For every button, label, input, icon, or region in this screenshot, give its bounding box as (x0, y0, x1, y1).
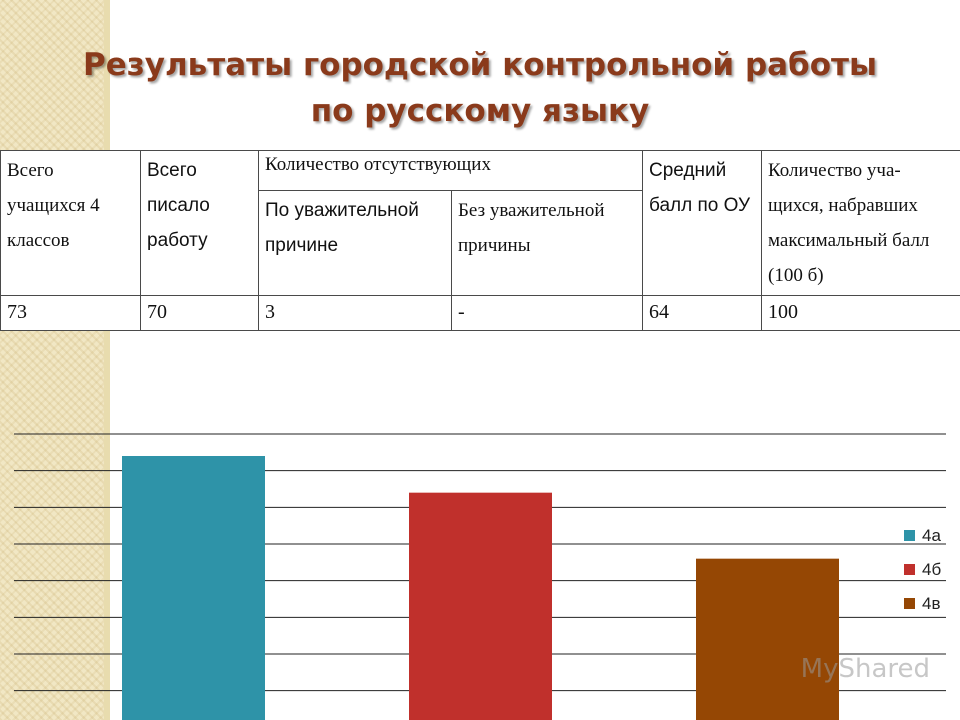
legend-label-4б: 4б (922, 560, 941, 579)
decorative-side-strip (0, 0, 108, 720)
legend-label-4а: 4а (922, 526, 941, 545)
header-total-students: Всего учащихся 4 классов (0, 150, 141, 296)
header-wrote: Всего писало работу (140, 150, 259, 296)
value-avg-score: 64 (642, 295, 762, 331)
title-line-1: Результаты городской контрольной работы (83, 47, 877, 83)
header-max-score-count: Количество уча-щихся, набравших максимал… (761, 150, 960, 296)
page-title: Результаты городской контрольной работы … (0, 42, 960, 134)
results-table: Всего учащихся 4 классов Всего писало ра… (0, 149, 960, 331)
value-absent-valid: 3 (258, 295, 452, 331)
bar-4а (122, 456, 265, 720)
legend-label-4в: 4в (922, 594, 941, 613)
title-line-2: по русскому языку (310, 93, 650, 129)
value-wrote: 70 (140, 295, 259, 331)
legend-swatch-4в (904, 598, 915, 609)
header-avg-score: Средний балл по ОУ (642, 150, 762, 296)
legend-swatch-4а (904, 530, 915, 541)
table-header-row: Всего учащихся 4 классов Всего писало ра… (0, 149, 960, 296)
class-results-chart: 4а 4б 4в (14, 433, 946, 720)
bar-4б (409, 492, 552, 720)
watermark: MyShared (800, 654, 930, 684)
value-max-score-count: 100 (761, 295, 960, 331)
bar-4в (696, 558, 839, 720)
header-absent: Количество отсутствующих (258, 149, 643, 192)
decorative-side-edge (104, 0, 110, 720)
table-subheader-row: По уважительной причине Без уважительной… (1, 190, 960, 296)
header-absent-invalid: Без уважительной причины (451, 190, 643, 296)
value-total-students: 73 (0, 295, 141, 331)
header-absent-valid: По уважительной причине (258, 190, 452, 296)
value-absent-invalid: - (451, 295, 643, 331)
table-row: 73 70 3 - 64 100 (0, 295, 960, 331)
legend-swatch-4б (904, 564, 915, 575)
